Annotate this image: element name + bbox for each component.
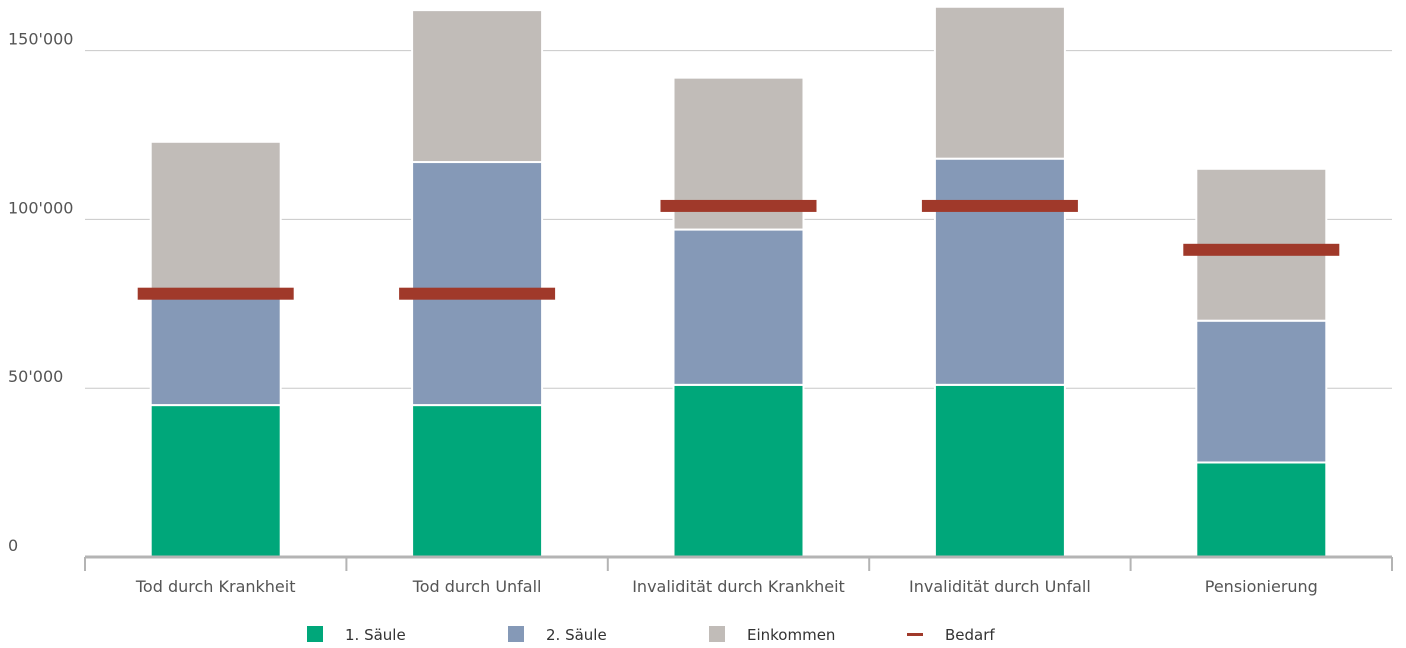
legend-label: Einkommen (747, 626, 835, 644)
legend-label: 1. Säule (345, 626, 406, 644)
x-tick-label: Invalidität durch Unfall (909, 577, 1091, 596)
legend-swatch (307, 626, 323, 642)
need-layer (137, 199, 1340, 300)
y-tick-label: 50'000 (8, 367, 63, 386)
x-tick-label: Invalidität durch Krankheit (632, 577, 845, 596)
need-marker (399, 287, 556, 300)
y-tick-label: 150'000 (8, 30, 73, 49)
legend-swatch (508, 626, 524, 642)
bar-segment (411, 404, 544, 558)
need-marker (921, 199, 1078, 212)
need-marker (660, 199, 817, 212)
bar-segment (1195, 319, 1328, 464)
bar-segment (411, 161, 544, 407)
legend-label: Bedarf (945, 626, 995, 644)
bar-segment (672, 383, 805, 558)
legend-swatch (709, 626, 725, 642)
x-tick-label: Tod durch Unfall (412, 577, 542, 596)
bar-segment (411, 9, 544, 164)
x-tick-label: Tod durch Krankheit (135, 577, 296, 596)
y-tick-label: 0 (8, 536, 18, 555)
x-tick-label: Pensionierung (1205, 577, 1318, 596)
bar-segment (933, 157, 1066, 386)
legend-label: 2. Säule (546, 626, 607, 644)
bar-segment (672, 228, 805, 386)
need-marker (1183, 243, 1340, 256)
bar-segment (149, 296, 282, 407)
bar-segment (933, 383, 1066, 558)
need-marker (137, 287, 294, 300)
y-tick-label: 100'000 (8, 198, 73, 217)
bar-segment (1195, 461, 1328, 558)
legend-swatch (907, 633, 923, 636)
bar-segment (933, 5, 1066, 160)
axis-layer: 0 50'000 100'000 150'000 Tod durch Krankheit… (8, 30, 1393, 596)
legend: 1. Säule 2. Säule Einkommen Bedarf (307, 626, 995, 644)
bar-segment (149, 140, 282, 299)
bars-layer (149, 5, 1328, 558)
bar-segment (149, 404, 282, 558)
